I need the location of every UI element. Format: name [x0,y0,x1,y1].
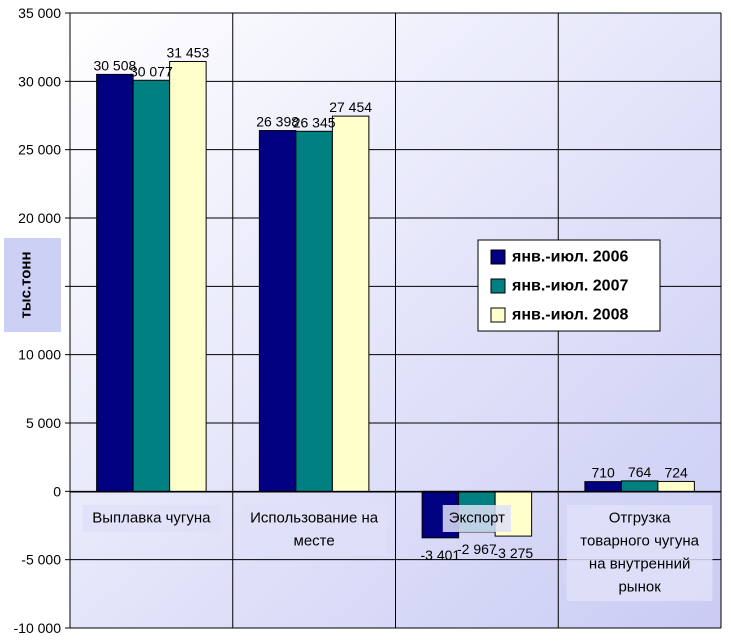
category-label: Выплавка чугуна [92,510,211,527]
data-label: 26 345 [293,114,336,130]
legend-swatch [490,307,506,323]
data-label: 724 [664,464,688,480]
y-tick-label: -10 000 [14,620,62,636]
category-label: Экспорт [449,510,505,527]
legend-label: янв.-июл. 2008 [511,307,628,324]
bars [96,60,695,539]
bar [96,73,134,492]
bar [295,130,333,492]
bar [331,115,370,492]
category-label: товарного чугуна [580,533,699,550]
data-label: -2 967 [457,541,497,557]
y-tick-label: 5 000 [26,415,61,431]
category-label: рынок [618,579,661,596]
bar [169,60,207,492]
y-tick-label: -5 000 [21,552,61,568]
category-label-box [566,505,713,601]
y-tick-label: 0 [53,483,61,499]
data-label: 26 398 [256,114,299,130]
category-label-box [82,505,220,532]
bar [620,480,659,492]
legend-label: янв.-июл. 2007 [511,278,628,295]
y-tick-label: 30 000 [18,73,61,89]
bar [258,130,297,492]
y-tick-label: 25 000 [18,142,61,158]
category-label: на внутренний [589,556,690,573]
category-label: Использование на [250,510,379,527]
data-labels: 30 508 26 398 -3 401 710 30 077 26 345 -2 967 7… [93,44,688,562]
legend-box [477,239,661,332]
category-label: месте [294,533,335,550]
y-ticks: 35 000 30 000 25 000 20 000 10 000 5 000 0 -5 0… [14,5,70,636]
y-tick-label: 35 000 [18,5,61,21]
bar [657,480,695,492]
bar [584,481,622,492]
y-axis-title: тыс.тонн [18,251,35,318]
data-label: 30 508 [93,57,136,73]
legend-label: янв.-июл. 2006 [511,249,628,266]
data-label: -3 401 [421,547,461,563]
legend-swatch [490,249,506,265]
bar [132,79,171,492]
category-label-box [241,505,387,555]
data-label: 31 453 [166,44,209,60]
category-labels: Выплавка чугуна Использование на месте Эксп… [82,505,713,601]
data-label: 27 454 [329,99,372,115]
data-label: 30 077 [130,63,173,79]
data-label: 764 [628,464,652,480]
data-label: 710 [591,465,615,481]
category-label-box [442,505,511,532]
y-tick-label: 20 000 [18,210,61,226]
category-label: Отгрузка [609,510,671,527]
y-axis-title-box [4,238,61,332]
y-tick-label: 10 000 [18,347,61,363]
legend: янв.-июл. 2006 янв.-июл. 2007 янв.-июл. 20… [477,239,661,332]
data-label: -3 275 [494,545,534,561]
legend-swatch [490,278,506,294]
